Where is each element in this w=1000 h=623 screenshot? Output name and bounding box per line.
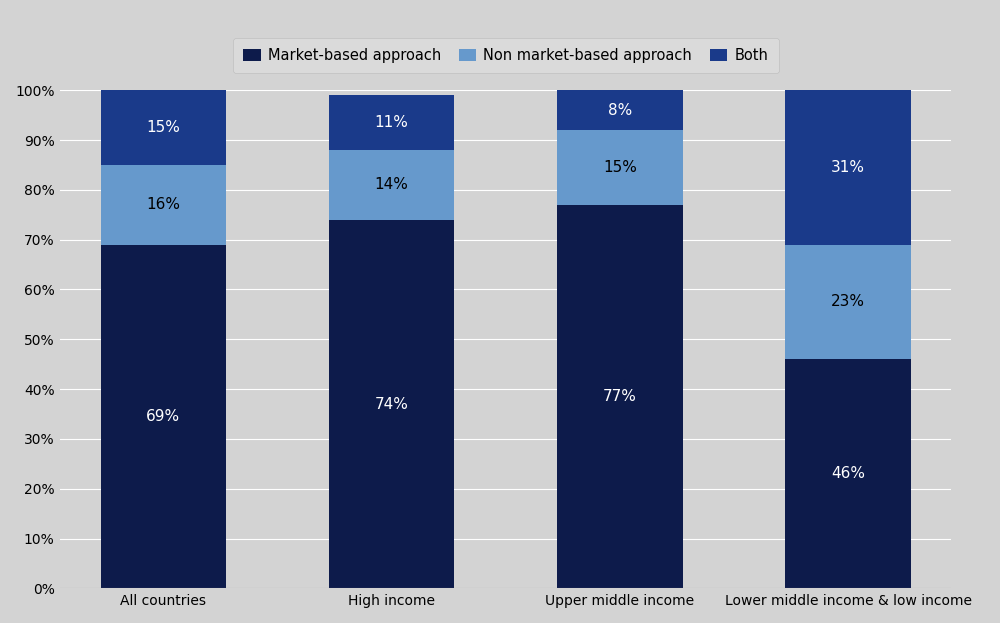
Text: 77%: 77% <box>603 389 637 404</box>
Text: 16%: 16% <box>146 197 180 212</box>
Text: 23%: 23% <box>831 295 865 310</box>
Text: 11%: 11% <box>375 115 409 130</box>
Legend: Market-based approach, Non market-based approach, Both: Market-based approach, Non market-based … <box>233 38 779 73</box>
Text: 14%: 14% <box>375 178 409 193</box>
Text: 69%: 69% <box>146 409 180 424</box>
Text: 31%: 31% <box>831 160 865 175</box>
Text: 46%: 46% <box>831 467 865 482</box>
Bar <box>785 90 911 245</box>
Text: 8%: 8% <box>608 103 632 118</box>
Text: 15%: 15% <box>603 160 637 175</box>
Bar <box>785 245 911 359</box>
Bar <box>557 90 683 130</box>
Bar <box>101 245 226 589</box>
Bar <box>101 90 226 165</box>
Bar <box>785 359 911 589</box>
Bar <box>101 165 226 245</box>
Text: 74%: 74% <box>375 397 409 412</box>
Bar <box>329 95 454 150</box>
Text: 15%: 15% <box>146 120 180 135</box>
Bar <box>557 130 683 205</box>
Bar <box>329 150 454 220</box>
Bar <box>557 205 683 589</box>
Bar <box>329 220 454 589</box>
